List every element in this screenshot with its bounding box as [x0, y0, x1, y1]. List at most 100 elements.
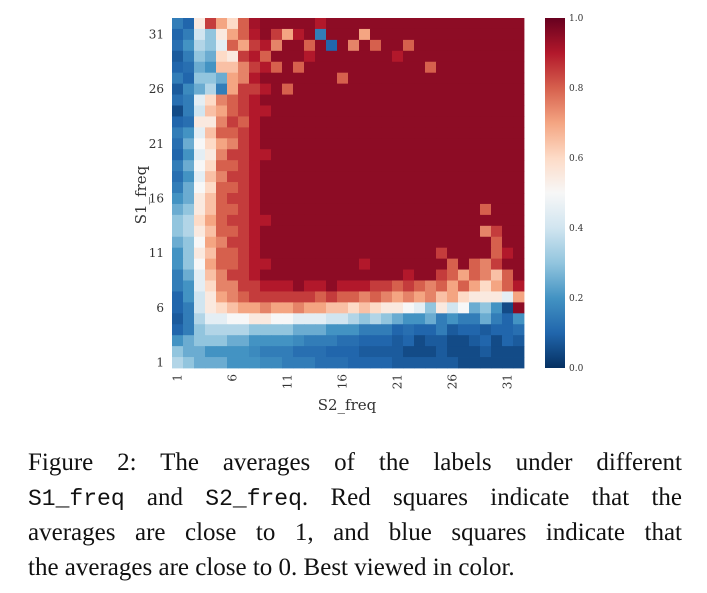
heatmap-cell	[337, 127, 349, 139]
heatmap-cell	[370, 225, 382, 238]
heatmap-cell	[249, 247, 261, 260]
heatmap-cell	[403, 225, 415, 238]
heatmap-cell	[260, 72, 272, 85]
heatmap-cell	[359, 83, 371, 95]
heatmap-cell	[491, 138, 503, 150]
heatmap-cell	[425, 291, 437, 303]
heatmap-cell	[194, 247, 206, 260]
heatmap-cell	[216, 324, 228, 336]
heatmap-cell	[381, 203, 393, 216]
heatmap-cell	[370, 94, 382, 106]
heatmap-cell	[425, 50, 437, 63]
heatmap-cell	[326, 236, 338, 249]
heatmap-cell	[348, 18, 360, 30]
heatmap-cell	[348, 236, 360, 249]
heatmap-cell	[502, 346, 514, 358]
heatmap-cell	[403, 28, 415, 41]
heatmap-cell	[249, 127, 261, 139]
heatmap-cell	[238, 171, 250, 183]
heatmap-cell	[403, 39, 415, 52]
heatmap-cell	[469, 335, 481, 347]
heatmap-cell	[238, 346, 250, 358]
heatmap-cell	[326, 72, 338, 85]
heatmap-cell	[249, 105, 261, 117]
heatmap-cell	[469, 258, 481, 270]
heatmap-cell	[491, 105, 503, 117]
heatmap-cell	[238, 18, 250, 30]
heatmap-cell	[392, 18, 404, 30]
heatmap-cell	[194, 313, 206, 325]
heatmap-cell	[425, 18, 437, 30]
heatmap-cell	[392, 105, 404, 117]
heatmap-cell	[381, 105, 393, 117]
heatmap-cell	[282, 291, 294, 303]
heatmap-cell	[293, 302, 305, 314]
heatmap-cell	[260, 182, 272, 194]
heatmap-cell	[183, 127, 195, 139]
heatmap-cell	[304, 302, 316, 314]
heatmap-cell	[425, 61, 437, 74]
heatmap-cell	[238, 225, 250, 238]
heatmap-cell	[458, 214, 470, 227]
heatmap-cell	[392, 149, 404, 161]
heatmap-cell	[381, 193, 393, 205]
heatmap-cell	[304, 127, 316, 139]
heatmap-cell	[238, 182, 250, 194]
y-tick-label: 16	[149, 192, 164, 206]
heatmap-cell	[315, 160, 327, 172]
heatmap-cell	[348, 302, 360, 314]
heatmap-cell	[238, 203, 250, 216]
heatmap-cell	[205, 50, 217, 63]
heatmap-cell	[381, 28, 393, 41]
heatmap-cell	[249, 171, 261, 183]
heatmap-cell	[172, 138, 184, 150]
heatmap-cell	[271, 28, 283, 41]
heatmap-cell	[227, 236, 239, 249]
heatmap-cell	[249, 39, 261, 52]
heatmap-cell	[315, 269, 327, 281]
colorbar-tick-label: 1.0	[569, 14, 584, 24]
heatmap-cell	[392, 83, 404, 95]
heatmap-cell	[282, 214, 294, 227]
heatmap-cell	[216, 105, 228, 117]
heatmap-cell	[403, 193, 415, 205]
heatmap-cell	[469, 160, 481, 172]
heatmap-cell	[271, 72, 283, 85]
heatmap-cell	[436, 236, 448, 249]
heatmap-cell	[491, 160, 503, 172]
heatmap-cell	[491, 39, 503, 52]
heatmap-cell	[436, 149, 448, 161]
heatmap-cell	[337, 280, 349, 292]
heatmap-cell	[370, 50, 382, 63]
heatmap-cell	[480, 28, 492, 41]
heatmap-cell	[458, 313, 470, 325]
heatmap-cell	[491, 324, 503, 336]
x-axis-ticks: 1 6 11 16 21 26 31	[171, 374, 515, 389]
heatmap-cell	[216, 357, 228, 369]
heatmap-cell	[370, 171, 382, 183]
heatmap-cell	[447, 357, 459, 369]
heatmap-cell	[447, 83, 459, 95]
y-tick-label: 11	[149, 246, 164, 260]
heatmap-cell	[172, 203, 184, 216]
heatmap-cell	[414, 302, 426, 314]
heatmap-cell	[370, 127, 382, 139]
heatmap-cell	[315, 324, 327, 336]
heatmap-cell	[502, 116, 514, 128]
heatmap-cell	[293, 313, 305, 325]
heatmap-cell	[502, 214, 514, 227]
heatmap-cell	[194, 39, 206, 52]
heatmap-cell	[337, 313, 349, 325]
heatmap-cell	[370, 335, 382, 347]
heatmap-cell	[183, 28, 195, 41]
heatmap-cell	[271, 193, 283, 205]
heatmap-cell	[183, 258, 195, 270]
heatmap-cell	[458, 105, 470, 117]
heatmap-cell	[392, 335, 404, 347]
heatmap-cell	[304, 105, 316, 117]
heatmap-cell	[172, 18, 184, 30]
heatmap-cell	[425, 149, 437, 161]
heatmap-cell	[282, 203, 294, 216]
heatmap-cell	[436, 94, 448, 106]
heatmap-cell	[491, 258, 503, 270]
